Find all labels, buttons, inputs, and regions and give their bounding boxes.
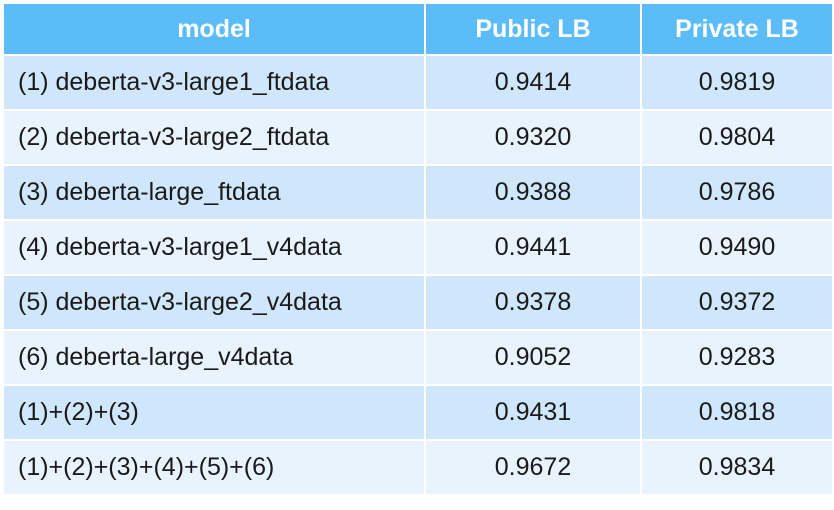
private-lb-cell: 0.9804 — [642, 111, 832, 164]
table-row: (1)+(2)+(3)+(4)+(5)+(6) 0.9672 0.9834 — [4, 441, 832, 494]
table-row: (4) deberta-v3-large1_v4data 0.9441 0.94… — [4, 221, 832, 274]
table-row: (6) deberta-large_v4data 0.9052 0.9283 — [4, 331, 832, 384]
table-row: (2) deberta-v3-large2_ftdata 0.9320 0.98… — [4, 111, 832, 164]
model-cell: (4) deberta-v3-large1_v4data — [4, 221, 424, 274]
model-cell: (2) deberta-v3-large2_ftdata — [4, 111, 424, 164]
private-lb-cell: 0.9834 — [642, 441, 832, 494]
public-lb-cell: 0.9320 — [426, 111, 640, 164]
table-row: (1) deberta-v3-large1_ftdata 0.9414 0.98… — [4, 56, 832, 109]
table-row: (1)+(2)+(3) 0.9431 0.9818 — [4, 386, 832, 439]
model-cell: (3) deberta-large_ftdata — [4, 166, 424, 219]
table-row: (3) deberta-large_ftdata 0.9388 0.9786 — [4, 166, 832, 219]
public-lb-cell: 0.9052 — [426, 331, 640, 384]
header-private-lb: Private LB — [642, 4, 832, 54]
private-lb-cell: 0.9283 — [642, 331, 832, 384]
table-row: (5) deberta-v3-large2_v4data 0.9378 0.93… — [4, 276, 832, 329]
private-lb-cell: 0.9819 — [642, 56, 832, 109]
header-model: model — [4, 4, 424, 54]
model-cell: (1) deberta-v3-large1_ftdata — [4, 56, 424, 109]
public-lb-cell: 0.9441 — [426, 221, 640, 274]
model-cell: (1)+(2)+(3) — [4, 386, 424, 439]
public-lb-cell: 0.9672 — [426, 441, 640, 494]
private-lb-cell: 0.9490 — [642, 221, 832, 274]
private-lb-cell: 0.9818 — [642, 386, 832, 439]
model-cell: (1)+(2)+(3)+(4)+(5)+(6) — [4, 441, 424, 494]
model-cell: (5) deberta-v3-large2_v4data — [4, 276, 424, 329]
private-lb-cell: 0.9372 — [642, 276, 832, 329]
public-lb-cell: 0.9388 — [426, 166, 640, 219]
header-public-lb: Public LB — [426, 4, 640, 54]
public-lb-cell: 0.9431 — [426, 386, 640, 439]
public-lb-cell: 0.9378 — [426, 276, 640, 329]
results-table: model Public LB Private LB (1) deberta-v… — [2, 2, 834, 496]
model-cell: (6) deberta-large_v4data — [4, 331, 424, 384]
table-header-row: model Public LB Private LB — [4, 4, 832, 54]
private-lb-cell: 0.9786 — [642, 166, 832, 219]
public-lb-cell: 0.9414 — [426, 56, 640, 109]
